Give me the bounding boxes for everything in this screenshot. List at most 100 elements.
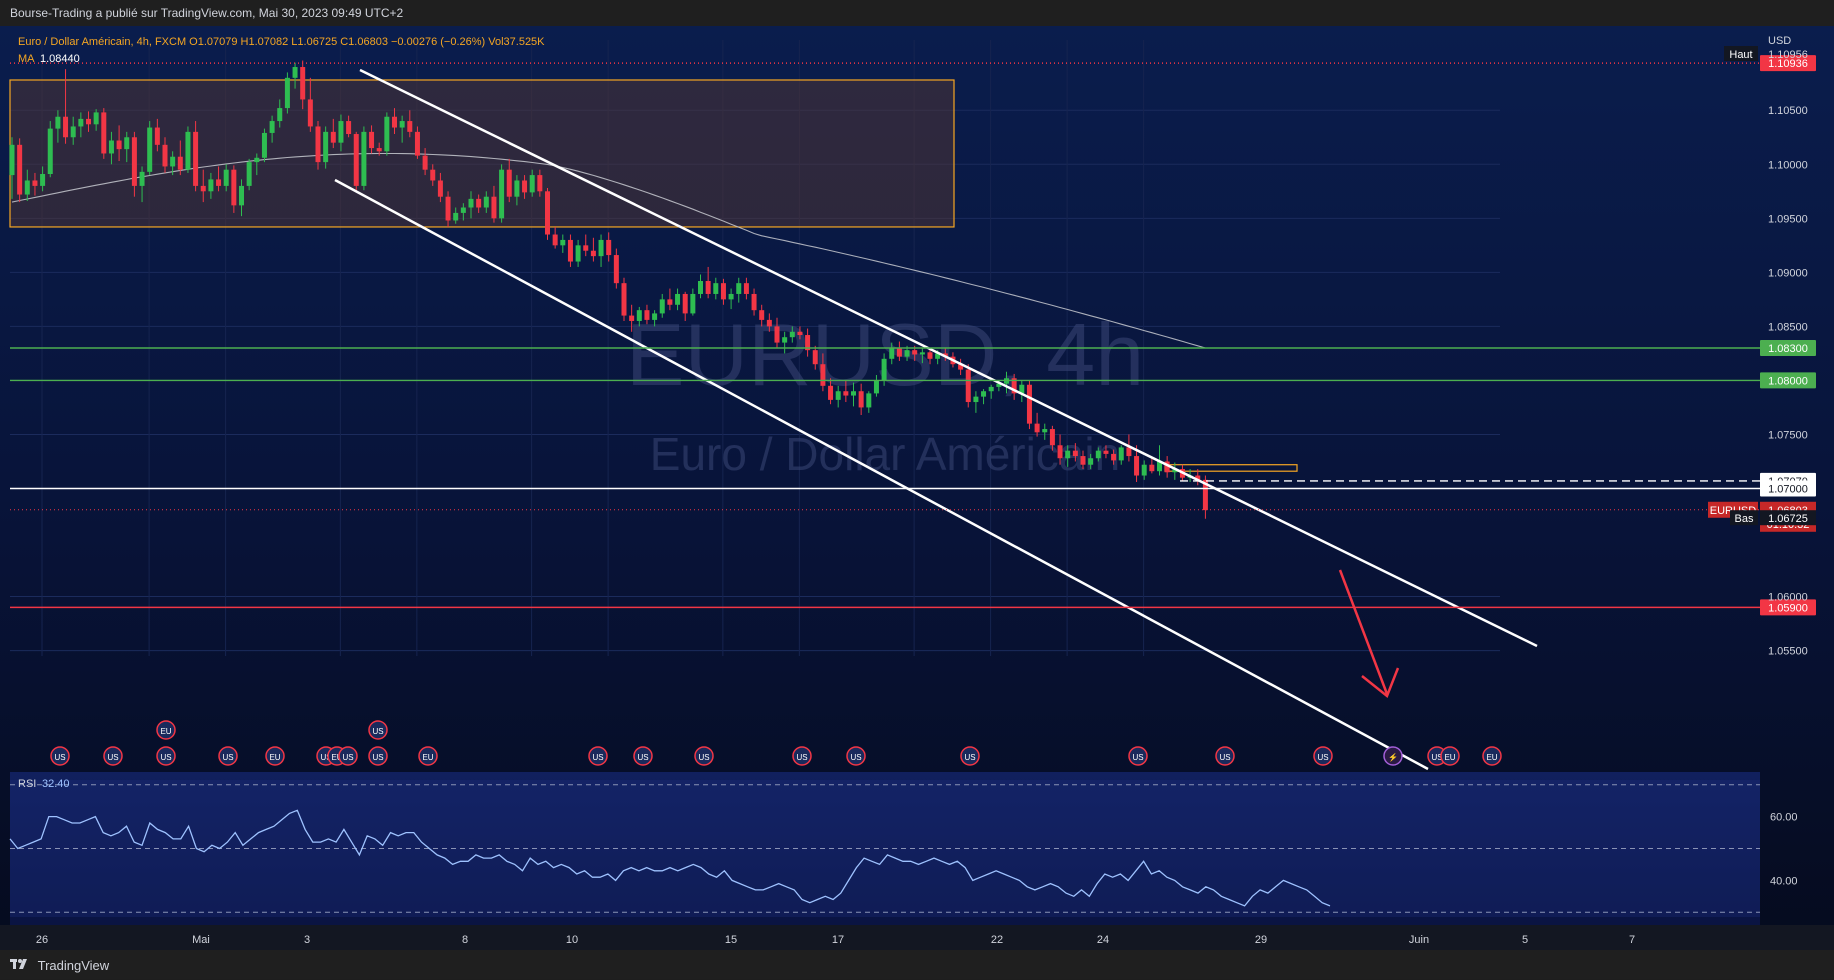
time-tick-label: Juin [1409,934,1429,946]
candle-body [1049,429,1055,446]
economic-event-flag: US [222,753,233,762]
economic-event-icon [368,720,388,740]
candle-body [766,319,772,327]
candle-body [430,169,436,181]
economic-event-icon [418,746,438,766]
candle-body [889,348,895,359]
candle-body [682,293,688,314]
economic-event-icon [1482,746,1502,766]
candle-body [414,131,420,156]
candle-body [652,313,658,320]
price-tick-label: 1.05500 [1768,646,1808,658]
candle-body [698,280,703,294]
time-tick-label: 10 [566,934,578,946]
candle-body [361,131,367,186]
economic-event-flag: EU [331,753,342,762]
candle-body [55,116,61,129]
candle-body [392,116,397,128]
candle-body [353,134,359,186]
candle-body [713,283,719,294]
economic-event-icon [338,746,358,766]
candle-body [904,350,910,357]
economic-event-flag: US [796,753,807,762]
candle-body [720,283,726,300]
candle-body [743,283,749,294]
level-price-tag [1760,599,1816,616]
level-price-label: 1.08000 [1768,375,1808,387]
watermark-name: Euro / Dollar Américain [650,428,1120,480]
candle-body [958,364,964,370]
candle-body [499,169,505,219]
candle-body [47,128,53,175]
candle-body [254,157,260,163]
economic-event-icon [368,746,388,766]
candle-body [598,239,604,257]
candle-body [63,116,69,138]
candle-body [24,180,30,195]
candle-body [323,131,329,163]
candle-body [851,391,856,396]
candle-body [460,207,466,213]
economic-event-flag: US [160,753,171,762]
rsi-tick-label: 60.00 [1770,812,1798,824]
candle-body [667,299,673,305]
economic-event-icon [1215,746,1235,766]
candle-body [1019,384,1025,394]
candle-body [369,131,375,149]
candle-body [705,280,711,294]
candle-body [828,385,834,400]
candle-body [338,121,344,143]
candle-body [843,391,849,396]
candle-body [1172,469,1178,473]
candle-body [728,293,734,300]
candle-body [17,144,23,195]
economic-event-icon [694,746,714,766]
candle-body [407,121,413,132]
rsi-label: RSI [18,778,36,790]
candle-body [223,169,229,186]
candle-body [1141,464,1147,476]
tradingview-brand: TradingView [37,958,110,974]
low-value-tag [1760,510,1816,526]
economic-event-icon [1383,746,1403,766]
economic-event-icon [156,746,176,766]
candle-body [973,396,979,403]
economic-event-flag: US [1219,753,1230,762]
economic-event-flag: US [1317,753,1328,762]
economic-event-flag: EU [160,727,171,736]
candle-body [644,310,650,320]
candle-body [231,169,237,206]
candle-body [1057,445,1063,459]
candle-body [919,352,925,355]
economic-event-flag: US [850,753,861,762]
candle-body [1126,447,1132,457]
time-tick-label: 8 [462,934,468,946]
candle-body [330,131,336,143]
chart-canvas[interactable]: EURUSD, 4h Euro / Dollar Américain 1.109… [0,26,1834,950]
candle-body [514,180,520,197]
low-tag-label: Bas [1735,513,1754,525]
level-price-label: 1.07000 [1768,483,1808,495]
time-tick-label: 15 [725,934,737,946]
candle-body [1072,450,1078,457]
candle-body [208,179,214,192]
economic-event-flag: US [320,753,331,762]
candle-body [108,140,114,154]
candle-body [1164,461,1170,473]
economic-event-icon [1440,746,1460,766]
candle-body [307,99,313,127]
economic-event-icon [50,746,70,766]
candle-body [101,112,107,154]
economic-event-flag: US [372,727,383,736]
candle-body [1118,447,1124,461]
candle-body [300,67,306,100]
candle-body [78,118,84,127]
candle-body [522,180,528,193]
candle-body [277,108,283,122]
candle-body [193,131,199,186]
economic-event-flag: US [1431,753,1442,762]
level-price-tag [1760,480,1816,497]
candle-body [1149,464,1155,472]
candle-body [200,185,206,192]
